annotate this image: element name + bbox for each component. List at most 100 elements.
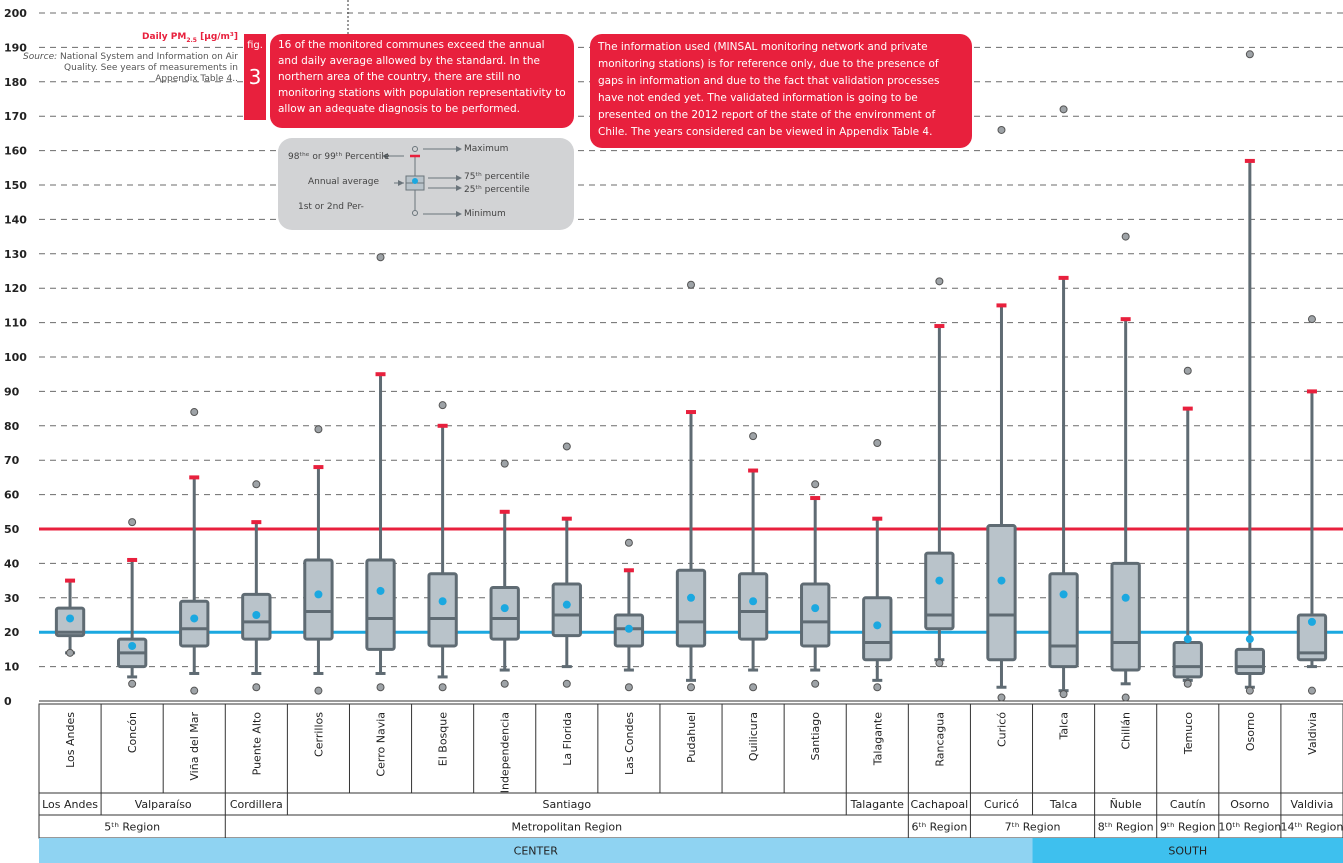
max-dot bbox=[128, 518, 137, 527]
max-dot bbox=[1183, 366, 1192, 375]
province-label: Cautín bbox=[1170, 798, 1206, 811]
max-dot bbox=[811, 480, 820, 489]
box bbox=[675, 568, 707, 648]
y-tick-label: 90 bbox=[4, 385, 20, 398]
y-tick-label: 50 bbox=[4, 523, 20, 536]
mean-dot bbox=[1183, 635, 1192, 644]
mean-dot bbox=[687, 593, 695, 602]
zone-band bbox=[1032, 838, 1343, 863]
min-dot bbox=[873, 683, 882, 692]
box bbox=[303, 558, 334, 641]
category-label: Osorno bbox=[1244, 712, 1257, 751]
y-tick-label: 20 bbox=[4, 626, 20, 639]
box bbox=[179, 599, 210, 648]
min-dot bbox=[687, 683, 695, 692]
max-dot bbox=[252, 480, 261, 489]
region-label: 9ᵗʰ Region bbox=[1160, 821, 1216, 834]
category-label: El Bosque bbox=[437, 712, 450, 766]
category-label: Concón bbox=[126, 712, 139, 753]
category-label: Cerrillos bbox=[312, 712, 325, 757]
category-label: Santiago bbox=[809, 712, 822, 761]
callout-data-disclaimer: The information used (MINSAL monitoring … bbox=[590, 34, 972, 148]
mean-dot bbox=[1121, 593, 1130, 602]
mean-dot bbox=[128, 641, 137, 650]
category-label: Independencia bbox=[499, 712, 512, 793]
mean-dot bbox=[997, 576, 1006, 585]
zone-label: SOUTH bbox=[1168, 845, 1207, 858]
callout-exceedance-text: 16 of the monitored communes exceed the … bbox=[278, 39, 566, 115]
note-source-text: National System and Information on Air Q… bbox=[60, 51, 238, 84]
region-label: 8ᵗʰ Region bbox=[1098, 821, 1154, 834]
y-tick-label: 150 bbox=[4, 179, 27, 192]
max-dot bbox=[562, 442, 571, 451]
category-label: Temuco bbox=[1182, 712, 1195, 755]
y-tick-label: 170 bbox=[4, 110, 27, 123]
note-title-sub: 2.5 bbox=[186, 36, 197, 44]
max-dot bbox=[438, 401, 447, 410]
y-tick-label: 160 bbox=[4, 145, 27, 158]
legend-max-label: Maximum bbox=[464, 144, 509, 154]
mean-dot bbox=[500, 604, 509, 613]
region-label: 6ᵗʰ Region bbox=[911, 821, 967, 834]
box bbox=[1110, 561, 1141, 672]
note-source-label: Source: bbox=[23, 51, 58, 62]
figure-label: fig. bbox=[247, 40, 263, 51]
mean-dot bbox=[438, 597, 447, 606]
y-tick-label: 140 bbox=[4, 213, 27, 226]
mean-dot bbox=[562, 600, 571, 609]
mean-dot bbox=[749, 597, 758, 606]
box bbox=[489, 585, 520, 641]
min-dot bbox=[997, 693, 1006, 702]
box bbox=[551, 582, 582, 638]
legend-glyph bbox=[382, 146, 462, 217]
y-tick-label: 130 bbox=[4, 248, 27, 261]
figure-tag: fig. 3 bbox=[244, 34, 266, 120]
y-tick-label: 100 bbox=[4, 351, 27, 364]
y-tick-label: 180 bbox=[4, 76, 27, 89]
callout-disclaimer-text: The information used (MINSAL monitoring … bbox=[598, 41, 940, 138]
min-dot bbox=[1307, 686, 1316, 695]
category-label: La Florida bbox=[561, 712, 574, 766]
province-label: Cordillera bbox=[230, 798, 283, 811]
category-label: Pudahuel bbox=[685, 712, 698, 763]
min-dot bbox=[190, 686, 199, 695]
min-dot bbox=[935, 659, 944, 668]
box bbox=[1296, 613, 1328, 662]
box bbox=[365, 558, 396, 651]
y-tick-label: 200 bbox=[4, 7, 27, 20]
mean-dot bbox=[376, 586, 385, 595]
min-dot bbox=[252, 683, 261, 692]
note-title: Daily PM bbox=[142, 32, 187, 42]
box bbox=[924, 551, 955, 631]
box bbox=[1234, 647, 1266, 675]
min-dot bbox=[811, 679, 820, 688]
y-tick-label: 40 bbox=[4, 557, 20, 570]
province-label: Cachapoal bbox=[911, 798, 969, 811]
box bbox=[986, 524, 1017, 662]
mean-dot bbox=[252, 611, 261, 619]
min-dot bbox=[562, 679, 571, 688]
mean-dot bbox=[1245, 635, 1254, 644]
category-label: Talagante bbox=[871, 712, 884, 766]
max-dot bbox=[1245, 50, 1254, 59]
max-dot bbox=[935, 277, 944, 286]
province-label: Valparaíso bbox=[135, 798, 192, 811]
legend-p1-label: 1st or 2nd Per- bbox=[298, 202, 364, 212]
min-dot bbox=[1183, 679, 1192, 688]
category-label: Valdivia bbox=[1306, 712, 1319, 755]
province-label: Valdivia bbox=[1291, 798, 1334, 811]
y-tick-label: 30 bbox=[4, 592, 20, 605]
mean-dot bbox=[624, 624, 633, 633]
y-tick-label: 80 bbox=[4, 420, 20, 433]
box bbox=[800, 582, 831, 648]
zone-label: CENTER bbox=[514, 845, 559, 858]
box bbox=[737, 572, 769, 641]
max-dot bbox=[1307, 315, 1316, 324]
figure-number: 3 bbox=[248, 65, 262, 89]
category-label: Puente Alto bbox=[250, 712, 263, 776]
y-tick-label: 10 bbox=[4, 661, 20, 674]
mean-dot bbox=[935, 576, 944, 585]
box bbox=[1048, 572, 1079, 669]
category-label: Quilicura bbox=[747, 712, 760, 761]
